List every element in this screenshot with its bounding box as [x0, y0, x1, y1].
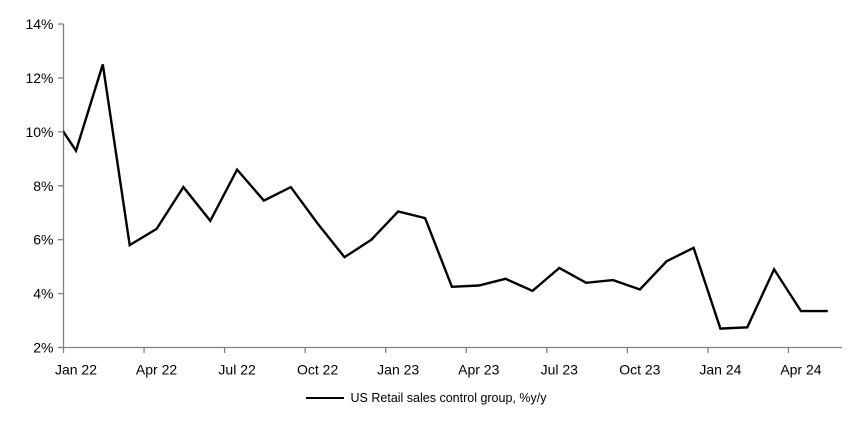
- y-tick-label: 4%: [33, 286, 53, 302]
- x-tick-label: Jul 23: [541, 362, 579, 378]
- series-line: [63, 64, 828, 330]
- x-tick-label: Apr 23: [458, 362, 499, 378]
- y-tick-label: 8%: [33, 178, 53, 194]
- x-tick-label: Apr 24: [780, 362, 821, 378]
- legend-label: US Retail sales control group, %y/y: [350, 391, 547, 405]
- y-tick-label: 12%: [25, 70, 53, 86]
- x-tick-label: Jan 24: [699, 362, 741, 378]
- legend-line-sample: [305, 396, 344, 400]
- x-tick-label: Oct 23: [619, 362, 660, 378]
- x-tick-label: Oct 22: [297, 362, 338, 378]
- x-tick-label: Jul 22: [218, 362, 256, 378]
- x-tick-label: Apr 22: [136, 362, 177, 378]
- y-tick-label: 10%: [25, 124, 53, 140]
- y-tick-label: 2%: [33, 340, 53, 356]
- y-tick-label: 14%: [25, 16, 53, 32]
- x-tick-label: Jan 22: [55, 362, 97, 378]
- y-tick-label: 6%: [33, 232, 53, 248]
- x-tick-label: Jan 23: [377, 362, 419, 378]
- legend: US Retail sales control group, %y/y: [0, 390, 852, 406]
